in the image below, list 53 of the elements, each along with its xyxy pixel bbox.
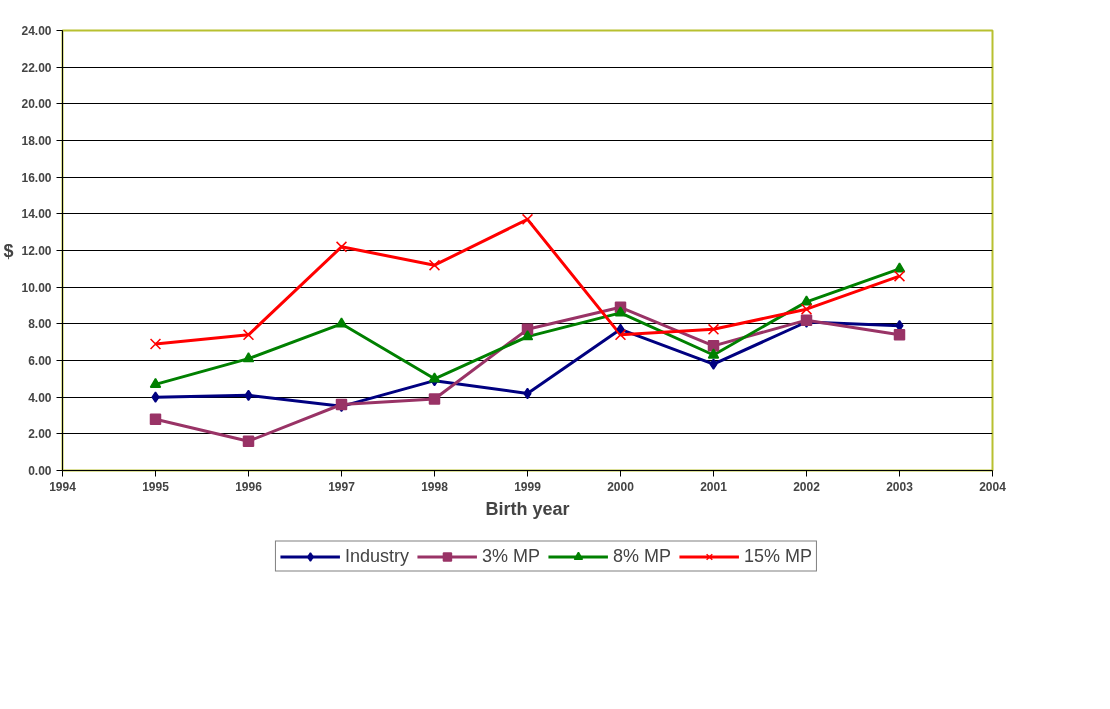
y-tick-label: 2.00	[28, 427, 52, 442]
point	[242, 329, 255, 341]
point	[242, 435, 255, 447]
legend-label: 15% MP	[744, 545, 813, 567]
legend-label: Industry	[344, 545, 409, 567]
point	[614, 306, 627, 317]
point	[428, 372, 441, 383]
point	[149, 377, 162, 388]
x-tick-label: 2001	[700, 479, 728, 494]
point	[800, 303, 813, 315]
point	[335, 317, 348, 328]
point	[428, 393, 441, 405]
point	[893, 329, 906, 341]
point	[893, 270, 906, 282]
y-tick-label: 6.00	[28, 354, 52, 368]
point	[335, 241, 348, 253]
x-axis-title: Birth year	[485, 498, 570, 519]
point	[242, 352, 255, 363]
point	[521, 330, 534, 341]
legend-label: 8% MP	[613, 545, 672, 567]
legend-label: 3% MP	[481, 545, 540, 567]
x-tick-label: 2003	[886, 479, 914, 494]
point	[614, 329, 627, 341]
point	[707, 348, 720, 359]
x-tick-label: 1998	[421, 479, 449, 494]
point	[707, 323, 720, 336]
y-tick-label: 20.00	[21, 97, 52, 112]
y-tick-label: 8.00	[28, 317, 52, 332]
point	[428, 259, 441, 271]
point	[149, 338, 162, 350]
x-tick-label: 1994	[49, 479, 77, 494]
x-tick-label: 2002	[793, 479, 821, 494]
y-tick-label: 22.00	[21, 60, 52, 75]
point	[149, 413, 162, 425]
point	[707, 340, 720, 352]
x-tick-label: 1997	[328, 479, 356, 494]
point	[521, 213, 534, 226]
y-tick-label: 16.00	[21, 170, 52, 185]
y-tick-label: 10.00	[21, 280, 52, 295]
y-tick-label: 0.00	[28, 464, 52, 478]
y-tick-label: 18.00	[21, 134, 52, 148]
x-tick-label: 2000	[607, 479, 635, 494]
point	[151, 391, 160, 403]
x-tick-label: 1995	[142, 479, 170, 494]
point	[709, 358, 718, 370]
y-tick-label: 12.00	[21, 244, 52, 258]
y-tick-label: 4.00	[28, 390, 52, 405]
y-axis-title: $	[3, 240, 14, 261]
x-tick-label: 2004	[979, 479, 1007, 494]
y-tick-label: 14.00	[21, 207, 52, 222]
y-tick-label: 24.00	[21, 24, 52, 38]
x-tick-label: 1999	[514, 479, 542, 494]
x-tick-label: 1996	[235, 479, 263, 494]
